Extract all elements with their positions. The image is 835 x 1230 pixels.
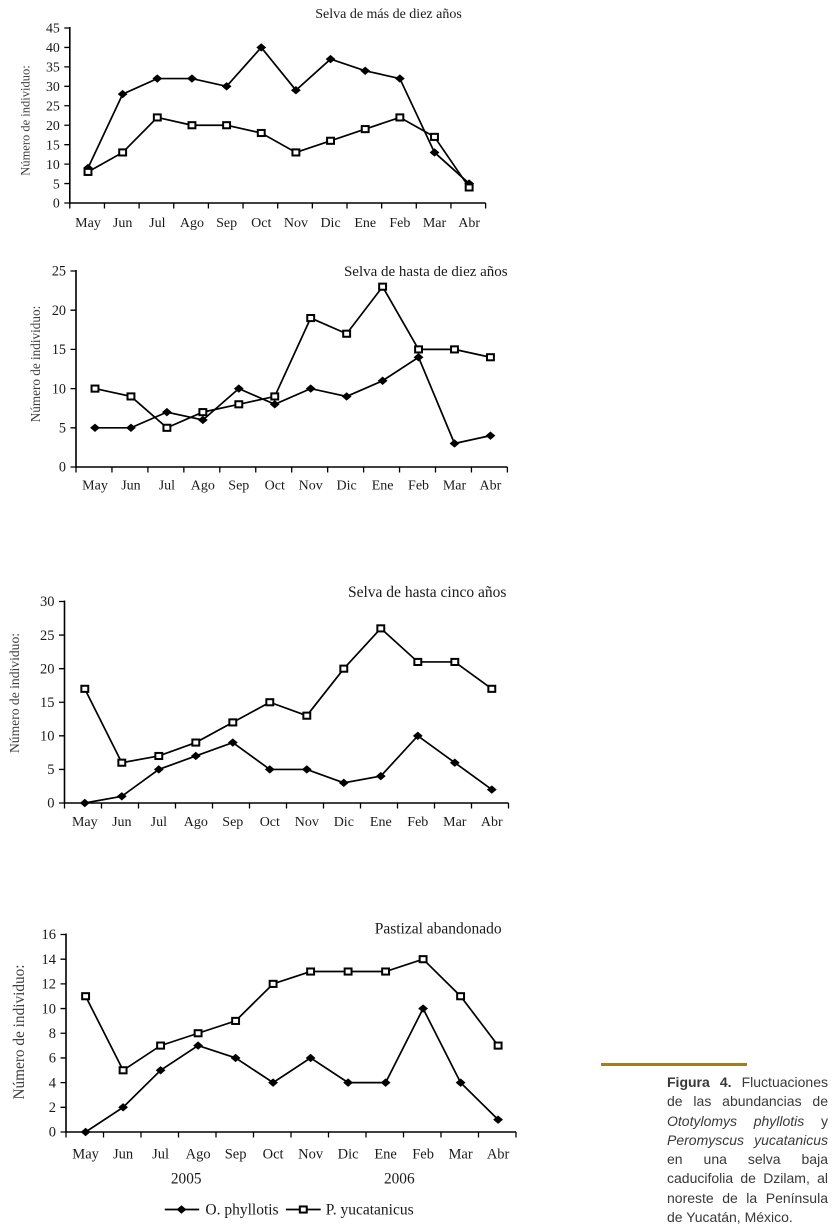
svg-text:Sep: Sep xyxy=(216,216,237,231)
svg-text:10: 10 xyxy=(52,381,66,397)
svg-text:Número de individuo:: Número de individuo: xyxy=(28,306,43,422)
svg-text:25: 25 xyxy=(40,628,55,644)
svg-text:Nov: Nov xyxy=(298,1146,324,1162)
svg-text:Abr: Abr xyxy=(480,479,502,494)
svg-text:Feb: Feb xyxy=(407,815,428,830)
svg-text:Dic: Dic xyxy=(334,815,354,830)
svg-text:Sep: Sep xyxy=(228,479,249,494)
svg-text:May: May xyxy=(72,815,98,830)
svg-text:May: May xyxy=(72,1146,99,1162)
svg-text:10: 10 xyxy=(42,1001,57,1017)
svg-text:Feb: Feb xyxy=(408,479,429,494)
svg-text:25: 25 xyxy=(46,98,60,113)
svg-text:0: 0 xyxy=(47,796,54,812)
svg-text:Dic: Dic xyxy=(320,216,340,231)
svg-text:Ago: Ago xyxy=(191,479,215,494)
svg-text:Selva de hasta de diez años: Selva de hasta de diez años xyxy=(344,264,508,280)
svg-text:Ene: Ene xyxy=(354,216,376,231)
svg-text:2: 2 xyxy=(49,1100,56,1116)
svg-text:Oct: Oct xyxy=(263,1146,284,1162)
svg-text:2005: 2005 xyxy=(171,1170,202,1187)
svg-text:10: 10 xyxy=(46,157,60,172)
svg-text:O. phyllotis: O. phyllotis xyxy=(205,1202,278,1219)
svg-text:Ago: Ago xyxy=(180,216,204,231)
svg-text:20: 20 xyxy=(52,303,66,319)
svg-text:14: 14 xyxy=(42,952,57,968)
svg-text:16: 16 xyxy=(42,927,57,943)
svg-text:15: 15 xyxy=(46,137,60,152)
svg-text:20: 20 xyxy=(40,661,55,677)
svg-text:30: 30 xyxy=(40,594,55,610)
svg-text:35: 35 xyxy=(46,60,60,75)
svg-text:Jul: Jul xyxy=(149,216,165,231)
svg-text:Sep: Sep xyxy=(222,815,243,830)
svg-text:12: 12 xyxy=(42,977,57,993)
svg-text:5: 5 xyxy=(47,762,54,778)
svg-text:25: 25 xyxy=(52,264,66,280)
svg-text:Dic: Dic xyxy=(337,479,357,494)
svg-text:Nov: Nov xyxy=(284,216,308,231)
svg-text:40: 40 xyxy=(46,40,60,55)
svg-text:45: 45 xyxy=(46,21,60,36)
svg-text:30: 30 xyxy=(46,79,60,94)
svg-text:Selva de hasta cinco años: Selva de hasta cinco años xyxy=(348,584,506,601)
svg-text:10: 10 xyxy=(40,729,55,745)
svg-text:5: 5 xyxy=(53,176,60,191)
svg-text:Ago: Ago xyxy=(184,815,208,830)
svg-text:Nov: Nov xyxy=(295,815,319,830)
svg-text:Jun: Jun xyxy=(113,216,132,231)
svg-text:Ago: Ago xyxy=(186,1146,211,1162)
svg-text:20: 20 xyxy=(46,118,60,133)
svg-text:Feb: Feb xyxy=(412,1146,434,1162)
svg-text:Abr: Abr xyxy=(458,216,480,231)
svg-text:6: 6 xyxy=(49,1051,56,1067)
svg-text:Número de individuo:: Número de individuo: xyxy=(19,65,33,175)
svg-text:Ene: Ene xyxy=(374,1146,397,1162)
svg-text:Oct: Oct xyxy=(251,216,271,231)
svg-text:Ene: Ene xyxy=(370,815,392,830)
svg-text:Oct: Oct xyxy=(265,479,285,494)
svg-text:15: 15 xyxy=(40,695,55,711)
svg-text:May: May xyxy=(75,216,101,231)
svg-text:Selva de más de diez años: Selva de más de diez años xyxy=(315,7,462,22)
svg-text:Abr: Abr xyxy=(487,1146,510,1162)
svg-text:May: May xyxy=(82,479,108,494)
svg-text:Mar: Mar xyxy=(423,216,447,231)
svg-text:0: 0 xyxy=(53,196,60,211)
svg-text:Jun: Jun xyxy=(112,815,131,830)
svg-text:Número de individuo:: Número de individuo: xyxy=(7,633,22,753)
svg-text:Jul: Jul xyxy=(159,479,175,494)
svg-text:Jun: Jun xyxy=(121,479,140,494)
svg-text:15: 15 xyxy=(52,342,66,358)
svg-text:Feb: Feb xyxy=(389,216,410,231)
svg-text:4: 4 xyxy=(49,1075,57,1091)
svg-text:8: 8 xyxy=(49,1026,56,1042)
svg-text:0: 0 xyxy=(49,1125,56,1141)
svg-text:Mar: Mar xyxy=(449,1146,473,1162)
svg-text:Oct: Oct xyxy=(260,815,280,830)
svg-text:P. yucatanicus: P. yucatanicus xyxy=(326,1202,414,1219)
svg-text:2006: 2006 xyxy=(384,1170,415,1187)
svg-text:Mar: Mar xyxy=(443,815,467,830)
svg-text:5: 5 xyxy=(59,421,66,437)
svg-text:Sep: Sep xyxy=(225,1146,247,1162)
svg-text:Pastizal abandonado: Pastizal abandonado xyxy=(375,921,502,938)
svg-text:Dic: Dic xyxy=(338,1146,359,1162)
svg-text:Jun: Jun xyxy=(113,1146,134,1162)
svg-text:Número de individuo:: Número de individuo: xyxy=(11,964,28,1099)
svg-text:Jul: Jul xyxy=(152,1146,169,1162)
svg-text:Mar: Mar xyxy=(443,479,467,494)
svg-text:Ene: Ene xyxy=(372,479,394,494)
svg-text:Jul: Jul xyxy=(151,815,167,830)
svg-text:0: 0 xyxy=(59,460,66,476)
svg-text:Abr: Abr xyxy=(481,815,503,830)
svg-text:Nov: Nov xyxy=(299,479,323,494)
